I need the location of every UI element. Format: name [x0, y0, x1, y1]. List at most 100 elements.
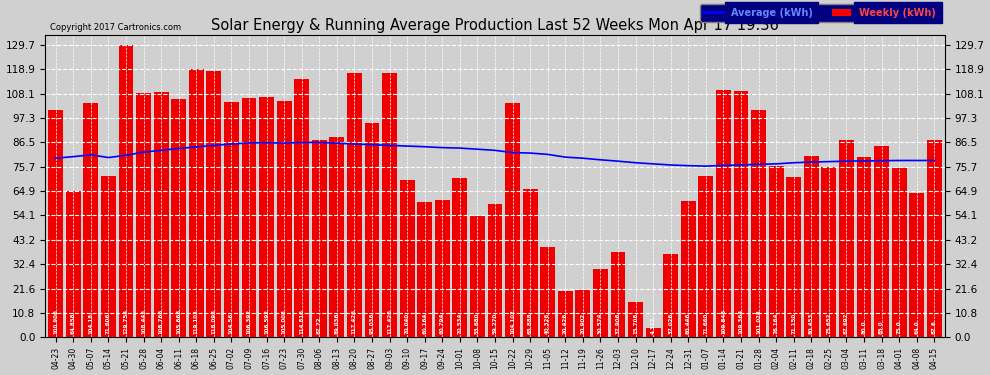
- Text: 108.766: 108.766: [158, 309, 163, 334]
- Bar: [101, 176, 116, 338]
- Text: 104.56: 104.56: [229, 313, 234, 334]
- Bar: [575, 290, 590, 338]
- Text: 109.364: 109.364: [739, 309, 743, 334]
- Text: 101.028: 101.028: [756, 309, 761, 334]
- Bar: [804, 156, 819, 338]
- Bar: [49, 110, 63, 338]
- Bar: [153, 92, 168, 338]
- Text: 87.72: 87.72: [317, 316, 322, 334]
- Bar: [435, 200, 449, 338]
- Text: 119.103: 119.103: [194, 309, 199, 334]
- Bar: [681, 201, 696, 338]
- Bar: [400, 180, 415, 338]
- Bar: [874, 146, 889, 338]
- Bar: [856, 157, 871, 338]
- Bar: [276, 101, 292, 338]
- Bar: [523, 189, 538, 338]
- Text: 76.164: 76.164: [773, 313, 779, 334]
- Bar: [83, 103, 98, 338]
- Text: 70.040: 70.040: [405, 313, 410, 334]
- Text: 20.902: 20.902: [580, 313, 585, 334]
- Bar: [839, 140, 854, 338]
- Bar: [557, 291, 573, 338]
- Text: 64.0: 64.0: [914, 321, 920, 334]
- Text: 70.534: 70.534: [457, 313, 462, 334]
- Text: 104.18: 104.18: [88, 313, 93, 334]
- Text: 100.906: 100.906: [53, 309, 58, 334]
- Bar: [645, 328, 660, 338]
- Text: Copyright 2017 Cartronics.com: Copyright 2017 Cartronics.com: [50, 23, 181, 32]
- Text: 75.652: 75.652: [827, 313, 832, 334]
- Text: 15.708: 15.708: [633, 313, 639, 334]
- Text: 37.026: 37.026: [668, 313, 673, 334]
- Bar: [206, 71, 222, 338]
- Text: 117.426: 117.426: [387, 309, 392, 334]
- Text: 80.453: 80.453: [809, 313, 814, 334]
- Text: 109.848: 109.848: [721, 309, 726, 334]
- Bar: [909, 193, 925, 338]
- Bar: [663, 254, 678, 338]
- Text: 89.036: 89.036: [335, 313, 340, 334]
- Bar: [734, 91, 748, 338]
- Bar: [382, 73, 397, 338]
- Bar: [822, 167, 837, 338]
- Text: 117.426: 117.426: [351, 309, 357, 334]
- Bar: [487, 204, 503, 338]
- Text: 87.6: 87.6: [932, 320, 937, 334]
- Bar: [541, 246, 555, 338]
- Bar: [751, 110, 766, 338]
- Text: 59.270: 59.270: [492, 313, 498, 334]
- Bar: [470, 216, 485, 338]
- Text: 60.164: 60.164: [422, 313, 428, 334]
- Bar: [364, 123, 379, 338]
- Bar: [698, 176, 714, 338]
- Bar: [768, 166, 784, 338]
- Text: 65.888: 65.888: [528, 313, 533, 334]
- Bar: [294, 79, 309, 338]
- Text: 85.0: 85.0: [879, 321, 884, 334]
- Bar: [346, 73, 362, 338]
- Text: 87.692: 87.692: [843, 313, 849, 334]
- Bar: [330, 137, 345, 338]
- Bar: [65, 191, 81, 338]
- Bar: [452, 178, 467, 338]
- Bar: [224, 102, 239, 338]
- Bar: [505, 103, 520, 338]
- Text: 129.754: 129.754: [124, 309, 129, 334]
- Bar: [716, 90, 731, 338]
- Bar: [119, 45, 134, 338]
- Bar: [892, 168, 907, 338]
- Text: 95.036: 95.036: [369, 313, 374, 334]
- Bar: [593, 268, 608, 338]
- Text: 105.008: 105.008: [281, 309, 287, 334]
- Text: 4.312: 4.312: [650, 317, 655, 334]
- Text: 60.446: 60.446: [686, 313, 691, 334]
- Text: 106.592: 106.592: [264, 309, 269, 334]
- Text: 80.0: 80.0: [861, 321, 866, 334]
- Text: 60.794: 60.794: [440, 313, 445, 334]
- Text: 20.426: 20.426: [562, 313, 568, 334]
- Text: 105.668: 105.668: [176, 309, 181, 334]
- Bar: [611, 252, 626, 338]
- Text: 30.574: 30.574: [598, 313, 603, 334]
- Bar: [628, 302, 644, 338]
- Bar: [242, 98, 256, 338]
- Text: 64.858: 64.858: [70, 313, 76, 334]
- Text: 40.326: 40.326: [545, 313, 550, 334]
- Bar: [259, 97, 274, 338]
- Text: 106.392: 106.392: [247, 309, 251, 334]
- Bar: [417, 202, 433, 338]
- Text: 71.606: 71.606: [106, 313, 111, 334]
- Bar: [171, 99, 186, 338]
- Text: 37.906: 37.906: [616, 313, 621, 334]
- Legend: Average (kWh), Weekly (kWh): Average (kWh), Weekly (kWh): [700, 4, 940, 22]
- Text: 71.660: 71.660: [703, 313, 709, 334]
- Text: 108.445: 108.445: [141, 309, 147, 334]
- Text: 104.102: 104.102: [510, 309, 515, 334]
- Bar: [189, 69, 204, 338]
- Bar: [786, 177, 801, 338]
- Bar: [927, 140, 941, 338]
- Text: 114.816: 114.816: [299, 309, 304, 334]
- Text: 53.680: 53.680: [475, 313, 480, 334]
- Text: 71.150: 71.150: [791, 313, 796, 334]
